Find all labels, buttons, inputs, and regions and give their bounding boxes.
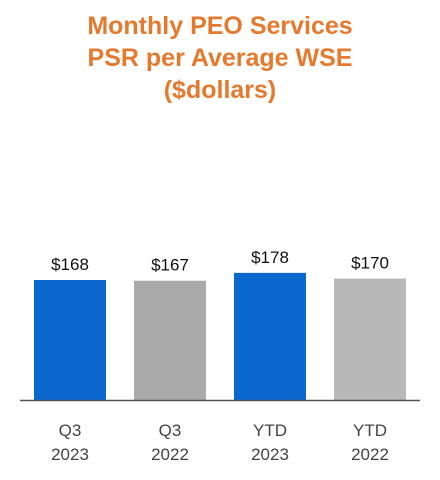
chart-title: Monthly PEO Services PSR per Average WSE…	[0, 10, 440, 106]
category-label-2-line-0: YTD	[253, 421, 287, 440]
bar-1	[134, 280, 206, 400]
bar-value-label-0: $168	[51, 255, 89, 274]
bar-value-label-3: $170	[351, 254, 389, 273]
category-label-0-line-0: Q3	[59, 421, 82, 440]
category-label-2-line-1: 2023	[251, 445, 289, 464]
category-label-3-line-0: YTD	[353, 421, 387, 440]
category-label-3-line-1: 2022	[351, 445, 389, 464]
category-label-1-line-0: Q3	[159, 421, 182, 440]
bar-0	[34, 280, 106, 400]
bar-3	[334, 278, 406, 400]
bar-value-label-2: $178	[251, 248, 289, 267]
category-label-1-line-1: 2022	[151, 445, 189, 464]
chart-title-line-2: PSR per Average WSE	[87, 44, 353, 72]
chart-title-line-1: Monthly PEO Services	[87, 12, 353, 40]
bar-2	[234, 272, 306, 400]
bar-value-label-1: $167	[151, 256, 189, 275]
chart-title-line-3: ($dollars)	[163, 76, 277, 104]
category-label-0-line-1: 2023	[51, 445, 89, 464]
